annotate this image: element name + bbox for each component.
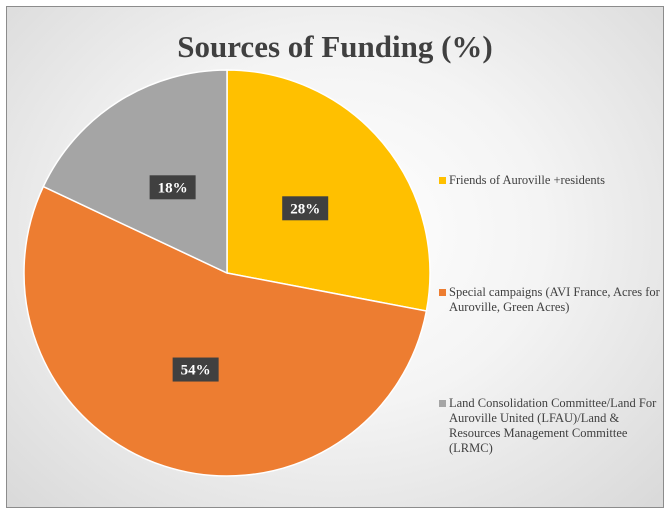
pie-slice-friends (226, 69, 431, 312)
data-label-text: 28% (290, 201, 320, 217)
data-label-special-campaigns: 54% (172, 357, 219, 382)
data-label-box (149, 175, 196, 200)
data-label-box (172, 357, 219, 382)
chart-area: Sources of Funding (%) 28% 54% 18% Friends… (6, 6, 664, 508)
data-label-friends: 28% (282, 196, 329, 221)
legend-label: Special campaigns (AVI France, Acres for… (449, 285, 660, 314)
data-label-text: 18% (158, 180, 188, 196)
legend-item-friends: Friends of Auroville +residents (439, 173, 665, 188)
legend-swatch-icon (439, 289, 446, 296)
pie-slice-special-campaigns (23, 185, 428, 477)
legend-item-land-consolidation: Land Consolidation Committee/Land For Au… (439, 396, 665, 456)
pie-chart: 28% 54% 18% (23, 69, 431, 477)
data-label-land-consolidation: 18% (149, 175, 196, 200)
legend-label: Land Consolidation Committee/Land For Au… (449, 396, 657, 455)
chart-title: Sources of Funding (%) (177, 29, 493, 64)
legend-swatch-icon (439, 177, 446, 184)
data-label-box (282, 196, 329, 221)
pie-slice-land-consolidation (42, 69, 228, 275)
legend-item-special-campaigns: Special campaigns (AVI France, Acres for… (439, 285, 665, 315)
legend-swatch-icon (439, 400, 446, 407)
legend-label: Friends of Auroville +residents (449, 173, 605, 187)
data-label-text: 54% (181, 363, 211, 379)
